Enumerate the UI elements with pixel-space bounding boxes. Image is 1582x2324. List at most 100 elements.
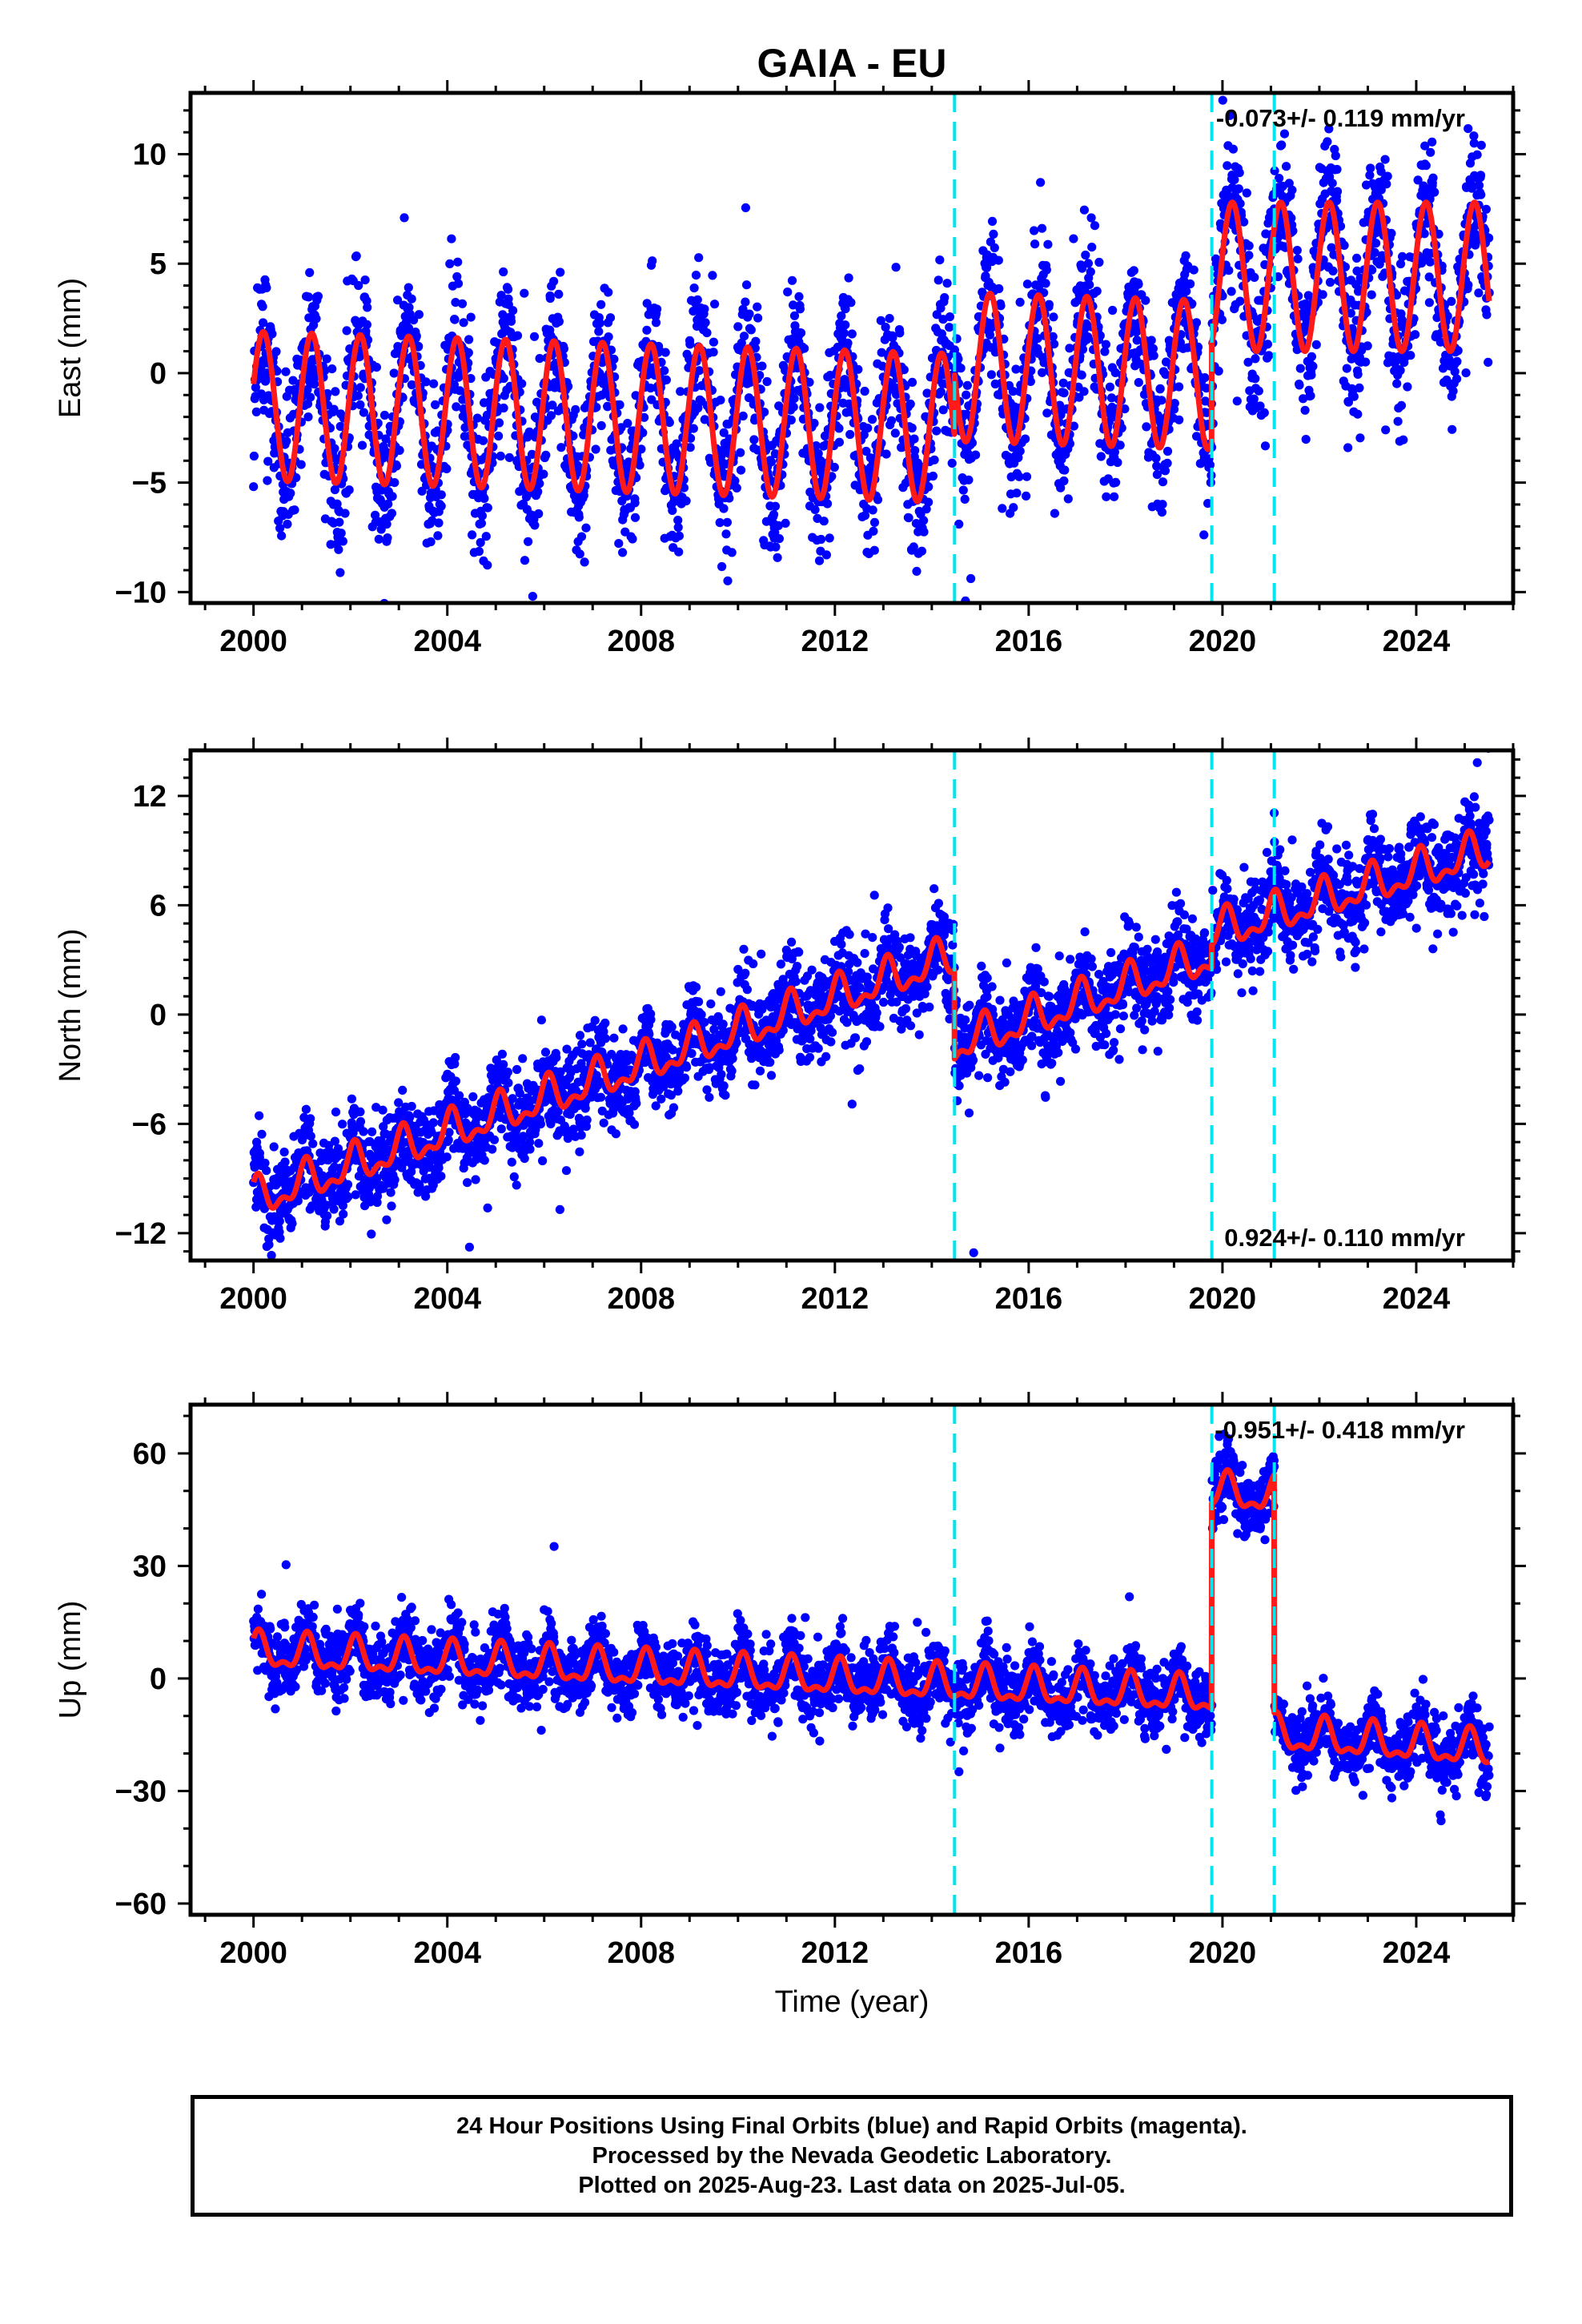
east-data-point (1250, 272, 1259, 282)
east-data-point (1325, 277, 1335, 287)
east-data-point (1217, 315, 1227, 324)
east-data-point (291, 472, 301, 483)
east-y-tick-label: 10 (133, 139, 167, 172)
east-data-point (783, 287, 793, 297)
east-data-point (989, 229, 998, 239)
east-data-point (945, 312, 954, 322)
east-data-point (303, 384, 312, 394)
east-data-point (604, 332, 613, 342)
north-data-point (331, 1108, 341, 1117)
east-data-point (800, 344, 809, 353)
east-data-point (762, 376, 772, 387)
east-data-point (773, 553, 782, 562)
east-data-point (338, 537, 347, 546)
east-data-point (689, 283, 699, 293)
north-data-point (691, 983, 701, 992)
north-data-point (509, 1172, 519, 1182)
east-data-point (436, 490, 446, 500)
east-data-point (286, 489, 295, 498)
east-data-point (1235, 296, 1245, 306)
east-x-tick-label: 2024 (1383, 625, 1451, 658)
north-data-point (464, 1242, 475, 1252)
east-data-point (1395, 365, 1405, 376)
north-data-point (257, 1129, 267, 1139)
north-data-point (504, 1078, 513, 1088)
east-data-point (1022, 491, 1031, 501)
east-data-point (814, 556, 825, 565)
east-data-point (1113, 457, 1122, 468)
east-data-point (436, 501, 446, 511)
north-data-point (390, 1175, 400, 1184)
east-data-point (357, 440, 367, 450)
east-data-point (760, 407, 769, 417)
east-data-point (457, 299, 468, 308)
east-data-point (421, 377, 431, 387)
east-data-point (1343, 443, 1353, 452)
east-data-point (1295, 364, 1305, 373)
east-data-point (1189, 265, 1199, 275)
north-data-point (629, 1120, 640, 1129)
east-data-point (1366, 163, 1375, 173)
east-data-point (715, 518, 725, 528)
east-data-point (1424, 298, 1434, 308)
east-data-point (1086, 213, 1096, 223)
east-data-point (363, 303, 372, 312)
east-data-point (843, 338, 853, 348)
east-data-point (938, 405, 948, 415)
east-data-point (478, 436, 488, 445)
east-data-point (1011, 364, 1021, 374)
east-data-point (452, 271, 462, 282)
east-data-point (721, 529, 731, 539)
east-data-point (353, 391, 363, 400)
east-panel: 2000 2004 2008 2012 2016 2020 2024−10−50510Eas… (54, 80, 1526, 658)
east-data-point (282, 436, 291, 446)
east-data-point (327, 364, 337, 374)
east-data-point (738, 411, 748, 421)
east-data-point (745, 309, 754, 319)
east-data-point (722, 517, 733, 527)
east-data-point (847, 329, 857, 339)
east-data-point (496, 451, 505, 461)
east-data-point (460, 423, 470, 432)
east-data-point (524, 427, 534, 436)
east-data-point (1474, 288, 1484, 298)
east-data-point (459, 318, 468, 328)
east-data-point (296, 460, 306, 469)
north-data-point (386, 1188, 396, 1197)
east-data-point (330, 444, 339, 453)
north-data-point (512, 1180, 521, 1190)
east-data-point (605, 313, 616, 323)
east-data-point (904, 513, 913, 523)
east-data-point (723, 576, 733, 585)
east-data-point (834, 424, 844, 433)
north-data-point (329, 1204, 339, 1214)
east-data-point (548, 400, 557, 410)
east-data-point (362, 296, 371, 306)
east-data-point (1059, 388, 1069, 398)
east-data-point (1182, 287, 1191, 296)
north-data-point (600, 1018, 610, 1028)
east-data-point (359, 408, 368, 417)
north-data-point (534, 1139, 544, 1148)
east-data-point (1342, 364, 1351, 373)
east-data-point (1426, 147, 1435, 157)
north-data-point (343, 1180, 353, 1189)
east-data-point (305, 267, 315, 277)
east-data-point (1332, 187, 1343, 196)
east-data-point (766, 457, 777, 467)
east-data-point (1009, 503, 1018, 513)
east-data-point (483, 561, 492, 570)
east-data-point (1049, 312, 1058, 322)
north-data-point (680, 1073, 690, 1083)
east-data-point (1044, 300, 1054, 309)
east-data-point (947, 458, 957, 468)
east-data-point (1383, 171, 1392, 181)
east-data-point (404, 303, 414, 312)
east-data-point (1151, 453, 1161, 463)
east-data-point (534, 509, 544, 519)
east-data-point (541, 450, 551, 460)
east-data-point (837, 311, 846, 321)
east-data-point (1186, 279, 1195, 289)
east-data-point (1069, 234, 1078, 243)
east-data-point (1058, 378, 1068, 388)
